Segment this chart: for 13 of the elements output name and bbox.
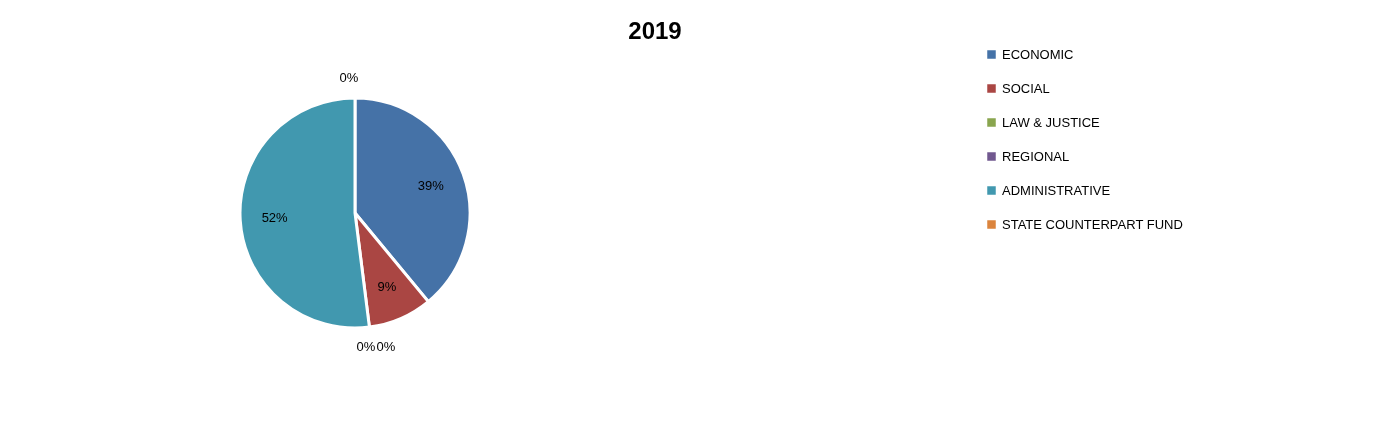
legend-label: ADMINISTRATIVE [1002, 182, 1111, 198]
legend-label: LAW & JUSTICE [1002, 114, 1101, 130]
legend-label: SOCIAL [1002, 80, 1050, 96]
legend-label: REGIONAL [1002, 148, 1070, 164]
data-label: 39% [417, 177, 445, 193]
text: 0% [356, 338, 376, 354]
text: 0% [339, 70, 359, 85]
text: 0% [376, 338, 396, 354]
chart-title: 2019 [628, 17, 682, 44]
legend-label: ECONOMIC [1002, 46, 1074, 62]
data-label: 9% [377, 278, 397, 294]
legend-label: STATE COUNTERPART FUND [1002, 216, 1183, 232]
data-label: 52% [261, 210, 289, 226]
